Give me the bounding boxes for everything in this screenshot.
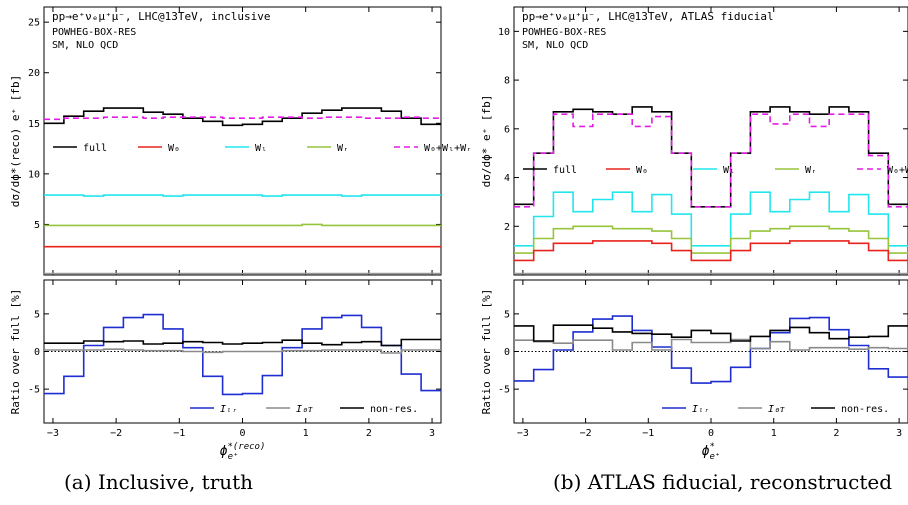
series-line-wsum xyxy=(44,116,441,121)
x-tick-label: 1 xyxy=(771,428,777,439)
x-tick-label: 0 xyxy=(708,428,714,439)
series-line-wr xyxy=(514,225,908,254)
ratio-y-axis-label: Ratio over full [%] xyxy=(9,289,22,415)
x-tick-label: 3 xyxy=(429,428,435,439)
y-tick-label: 8 xyxy=(504,76,510,87)
series-line-i0t xyxy=(514,338,908,351)
y-tick-label: 0 xyxy=(504,347,510,358)
caption-inclusive: (a) Inclusive, truth xyxy=(64,470,254,494)
ratio-y-axis-label: Ratio over full [%] xyxy=(480,289,493,415)
y-tick-label: 5 xyxy=(34,220,40,231)
x-tick-label: 1 xyxy=(303,428,309,439)
legend-label: Wₗ xyxy=(723,165,735,176)
y-tick-label: 0 xyxy=(34,347,40,358)
x-tick-label: −3 xyxy=(517,428,529,439)
series-line-wl xyxy=(514,191,908,247)
series-line-wr xyxy=(44,223,441,227)
x-tick-label: 2 xyxy=(366,428,372,439)
x-tick-label: −1 xyxy=(173,428,185,439)
legend-label: I₀ᴛ xyxy=(296,404,313,415)
chart-subtitle: SM, NLO QCD xyxy=(522,40,588,51)
legend-label: W₀ xyxy=(168,143,180,154)
x-axis-label: ϕ* e⁺ xyxy=(702,442,721,462)
legend-label: full xyxy=(553,165,577,176)
legend-label: W₀ xyxy=(636,165,648,176)
series-line-full xyxy=(514,106,908,208)
chart-title: pp→e⁺νₑμ⁺μ⁻, LHC@13TeV, inclusive xyxy=(52,10,271,23)
legend-label: Wₗ xyxy=(255,143,267,154)
y-tick-label: 2 xyxy=(504,222,510,233)
series-line-wsum xyxy=(514,113,908,208)
x-tick-label: −2 xyxy=(580,428,592,439)
series-line-ilr xyxy=(514,315,908,384)
x-tick-label: −2 xyxy=(110,428,122,439)
legend-label: full xyxy=(83,143,107,154)
main-y-axis-label: dσ/dϕ*(reco) e⁺ [fb] xyxy=(9,75,22,207)
series-line-nonres xyxy=(44,338,441,347)
legend-label: W₀+Wₗ+Wᵣ xyxy=(424,143,472,154)
series-line-wl xyxy=(44,194,441,197)
y-tick-label: 5 xyxy=(34,309,40,320)
chart-title: pp→e⁺νₑμ⁺μ⁻, LHC@13TeV, ATLAS fiducial xyxy=(522,10,774,23)
x-tick-label: 3 xyxy=(896,428,902,439)
series-line-ilr xyxy=(44,313,441,396)
legend-label: Wᵣ xyxy=(805,165,817,176)
series-line-i0t xyxy=(44,348,441,354)
y-tick-label: 10 xyxy=(498,27,510,38)
y-tick-label: 4 xyxy=(504,173,510,184)
x-tick-label: −3 xyxy=(47,428,59,439)
x-tick-label: 0 xyxy=(239,428,245,439)
legend-label: non-res. xyxy=(841,404,889,415)
x-axis-label: ϕ*(reco) e⁺ xyxy=(220,442,266,462)
series-line-w0 xyxy=(514,240,908,262)
y-tick-label: 25 xyxy=(28,18,40,29)
y-tick-label: 10 xyxy=(28,169,40,180)
legend-label: Iₗᵣ xyxy=(220,404,238,415)
legend-label: non-res. xyxy=(370,404,418,415)
chart-subtitle: SM, NLO QCD xyxy=(52,40,118,51)
y-tick-label: 15 xyxy=(28,119,40,130)
chart-subtitle: POWHEG-BOX-RES xyxy=(522,27,606,38)
x-tick-label: −1 xyxy=(642,428,654,439)
series-line-nonres xyxy=(514,324,908,342)
series-line-full xyxy=(44,107,441,127)
y-tick-label: -5 xyxy=(498,385,510,396)
legend-label: W₀+Wₗ+Wᵣ xyxy=(887,165,908,176)
caption-atlas-fiducial: (b) ATLAS fiducial, reconstructed xyxy=(553,470,893,494)
main-y-axis-label: dσ/dϕ* e⁺ [fb] xyxy=(480,95,493,188)
legend-label: I₀ᴛ xyxy=(768,404,785,415)
x-tick-label: 2 xyxy=(833,428,839,439)
chart-subtitle: POWHEG-BOX-RES xyxy=(52,27,136,38)
y-tick-label: -5 xyxy=(28,385,40,396)
y-tick-label: 20 xyxy=(28,68,40,79)
y-tick-label: 5 xyxy=(504,309,510,320)
y-tick-label: 6 xyxy=(504,124,510,135)
legend-label: Wᵣ xyxy=(337,143,349,154)
legend-label: Iₗᵣ xyxy=(692,404,710,415)
